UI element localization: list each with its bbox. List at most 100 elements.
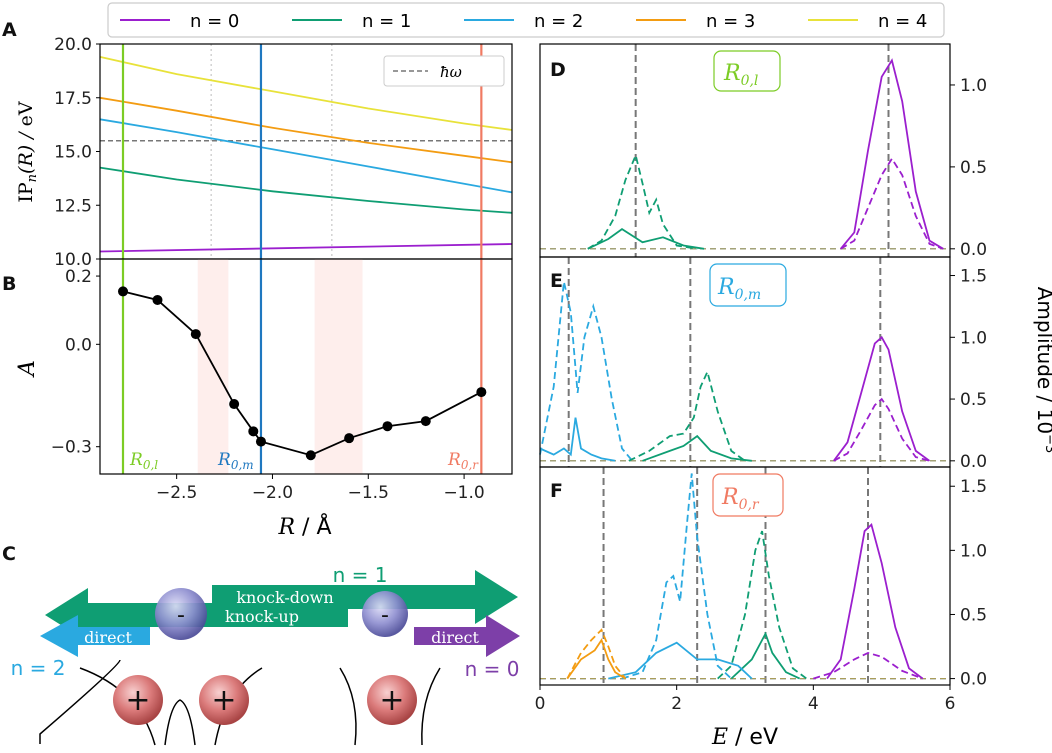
panel-b-ytick-label: 0.2 <box>65 267 92 287</box>
ion-3 <box>367 675 417 725</box>
panel-f-ytick-label: 1.5 <box>960 477 987 497</box>
ion-3-sign: + <box>379 683 404 718</box>
panel-e: 0.00.51.01.5 E R0,m <box>539 256 987 472</box>
panel-a: A 10.0 12.5 15.0 17.5 20.0 IPn(R) / eV ħω <box>2 19 513 270</box>
well-middle <box>164 699 196 746</box>
panel-f-series <box>717 530 808 680</box>
panel-b: B 0.2 0.0 −0.3 −2.5 −2.0 −1.5 −1.0 A R / Å R0… <box>2 258 513 540</box>
panel-a-ytick-label: 17.5 <box>54 89 92 109</box>
panel-b-yticks: 0.2 0.0 −0.3 <box>51 267 100 458</box>
amplitude-ylabel: Amplitude / 10−3 <box>1033 287 1052 454</box>
panel-d: 0.00.51.0 D R0,l <box>539 43 987 260</box>
panel-e-plot <box>539 257 950 467</box>
panel-b-curve <box>122 290 482 457</box>
panel-e-series <box>642 434 752 462</box>
tag-box-d <box>713 50 781 92</box>
panel-b-plot <box>117 259 487 474</box>
panel-b-point <box>344 433 355 444</box>
panel-b-point <box>420 416 431 427</box>
arrow-direct-left <box>40 615 150 657</box>
marker-label-r0m: R0,m <box>217 450 254 472</box>
panel-label-c: C <box>2 543 16 565</box>
panel-b-ytick-label: 0.0 <box>65 335 92 355</box>
legend: n = 0 n = 1 n = 2 n = 3 n = 4 <box>107 2 945 38</box>
panel-d-ytick-label: 1.0 <box>960 76 987 96</box>
panel-b-point <box>476 387 487 398</box>
panel-e-yticks: 0.0 0.5 1.0 1.5 <box>950 267 987 472</box>
panel-b-xtick-label: −1.5 <box>348 483 389 503</box>
legend-label-n3: n = 3 <box>706 11 755 32</box>
panel-a-series-n2 <box>99 118 513 194</box>
direct-left-label: direct <box>84 628 132 647</box>
panel-d-ytick-label: 0.0 <box>960 240 987 260</box>
panel-d-series <box>587 228 705 250</box>
panel-e-series <box>539 417 616 462</box>
ion-2 <box>199 675 249 725</box>
panel-b-xtick-label: −1.0 <box>443 483 484 503</box>
panel-b-point <box>305 450 316 461</box>
ion-1-sign: + <box>125 683 150 718</box>
panel-d-ytick-label: 0.5 <box>960 158 987 178</box>
panel-a-yticks: 10.0 12.5 15.0 17.5 20.0 <box>54 35 100 270</box>
legend-label-n1: n = 1 <box>362 11 411 32</box>
panel-b-point <box>152 294 163 305</box>
arrow-knock-down <box>212 570 518 624</box>
panel-f-series <box>826 523 924 680</box>
panel-e-series <box>833 335 931 462</box>
well-right-2 <box>421 667 441 746</box>
tag-box-f <box>712 473 784 517</box>
panel-f-series <box>621 473 732 680</box>
panel-a-ytick-label: 12.5 <box>54 196 92 216</box>
legend-box <box>107 2 945 38</box>
panel-a-series-n3 <box>99 96 513 164</box>
panel-b-xlabel: R / Å <box>277 513 331 540</box>
marker-label-r0r: R0,r <box>447 450 479 472</box>
panel-f-xtick-label: 4 <box>808 694 819 714</box>
legend-label-n0: n = 0 <box>190 11 239 32</box>
panel-f-ytick-label: 0.0 <box>960 670 987 690</box>
panel-a-series-n0 <box>99 243 513 253</box>
panel-label-a: A <box>2 19 17 41</box>
panel-label-f: F <box>550 480 563 502</box>
panel-e-ytick-label: 0.0 <box>960 452 987 472</box>
panel-f-ytick-label: 1.0 <box>960 541 987 561</box>
panel-d-series <box>840 58 944 250</box>
panel-e-series <box>628 369 746 462</box>
panel-a-ylabel: IPn(R) / eV <box>15 101 40 203</box>
n0-label: n = 0 <box>465 657 520 681</box>
panel-f-series <box>566 638 626 680</box>
electron-right <box>362 591 408 637</box>
arrow-direct-right <box>414 615 520 657</box>
panel-e-ytick-label: 1.5 <box>960 267 987 287</box>
panel-f-xtick-label: 6 <box>945 694 956 714</box>
n2-label: n = 2 <box>11 656 66 680</box>
well-left-1 <box>39 659 121 744</box>
panel-d-series <box>587 152 698 250</box>
panel-f-ytick-label: 0.5 <box>960 605 987 625</box>
panel-f-yticks: 0.0 0.5 1.0 1.5 <box>950 477 987 690</box>
panel-b-point <box>382 421 393 432</box>
ion-2-sign: + <box>211 683 236 718</box>
panel-b-xtick-label: −2.0 <box>252 483 293 503</box>
panel-f-frame <box>539 466 951 686</box>
panel-a-ytick-label: 20.0 <box>54 35 92 55</box>
panel-a-legend-box <box>383 55 505 87</box>
panel-a-series-n4 <box>99 56 513 131</box>
knock-down-label: knock-down <box>236 588 333 607</box>
panel-e-ytick-label: 1.0 <box>960 328 987 348</box>
panel-a-plot <box>99 44 513 259</box>
panel-d-plot <box>540 44 950 257</box>
legend-label-n2: n = 2 <box>534 11 583 32</box>
n1-label: n = 1 <box>333 563 388 587</box>
marker-label-r0l: R0,l <box>129 450 158 472</box>
panel-b-point <box>229 399 240 410</box>
ion-1 <box>113 675 163 725</box>
panel-b-frame <box>99 258 513 475</box>
panel-a-legend-label: ħω <box>440 63 462 81</box>
panel-b-point <box>117 286 128 297</box>
panel-b-xticks: −2.5 −2.0 −1.5 −1.0 <box>156 474 485 503</box>
knock-up-label: knock-up <box>225 607 299 626</box>
electron-right-sign: - <box>381 603 389 628</box>
